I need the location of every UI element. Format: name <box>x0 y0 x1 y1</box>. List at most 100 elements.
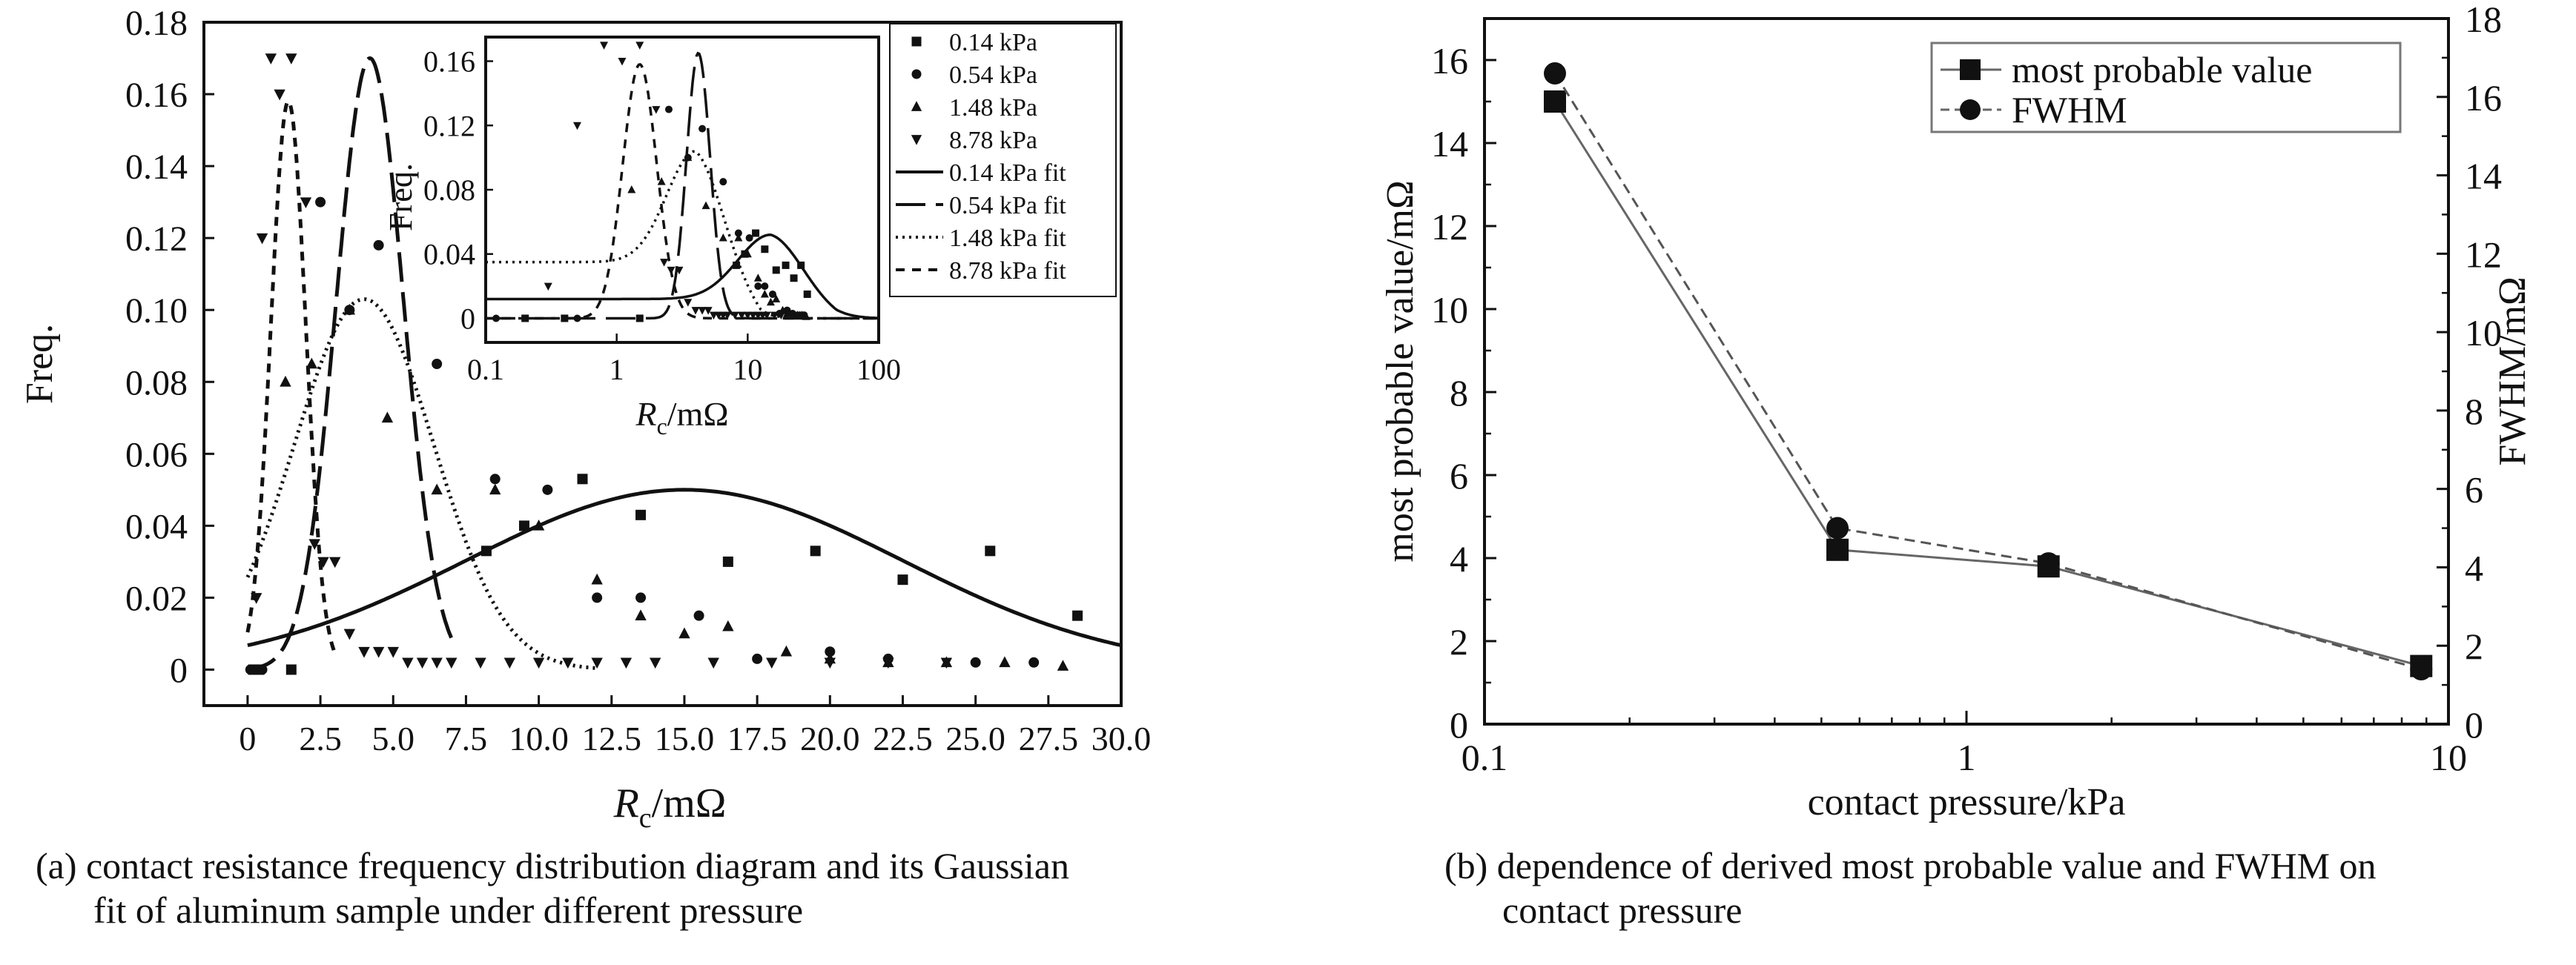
x-axis-label: Rc/mΩ <box>613 780 727 834</box>
legend-marker-0-14-kpa <box>911 36 922 47</box>
point-8-78-kpa <box>431 657 443 669</box>
point-0-54-kpa <box>752 653 763 664</box>
left-y-tick-label: 14 <box>1431 123 1468 165</box>
point-0-54-kpa <box>635 592 647 603</box>
point-0-14-kpa <box>897 574 908 586</box>
x-tick-label: 15.0 <box>655 720 715 757</box>
point-8-78-kpa <box>446 657 458 669</box>
point-8-78-kpa <box>824 657 836 669</box>
right-y-tick-label: 14 <box>2465 156 2502 197</box>
left-y-tick-label: 10 <box>1431 289 1468 331</box>
caption-a: (a) contact resistance frequency distrib… <box>36 843 1069 932</box>
point-0-14-kpa <box>810 545 821 557</box>
inset-point-0-54-kpa <box>664 105 673 113</box>
point-1-48-kpa <box>591 573 603 585</box>
inset-point-8-78-kpa <box>600 42 609 50</box>
point-fwhm <box>2037 552 2060 575</box>
point-8-78-kpa <box>300 197 312 209</box>
caption-a-line1: (a) contact resistance frequency distrib… <box>36 845 1069 886</box>
inset-point-0-54-kpa <box>734 229 742 237</box>
legend-box <box>889 23 1117 297</box>
inset-point-1-48-kpa <box>657 177 666 185</box>
inset-point-8-78-kpa <box>660 259 669 267</box>
point-most-probable-value <box>1543 90 1566 113</box>
point-8-78-kpa <box>620 657 633 669</box>
right-y-tick-label: 8 <box>2465 391 2483 432</box>
legend-label-1-48-kpa-fit: 1.48 kPa fit <box>949 225 1066 252</box>
point-0-54-kpa <box>489 474 501 485</box>
point-8-78-kpa <box>274 89 285 101</box>
left-y-tick-label: 16 <box>1431 40 1468 82</box>
inset-point-0-14-kpa <box>772 266 780 274</box>
left-y-tick-label: 8 <box>1450 372 1468 414</box>
y-tick-label: 0.06 <box>125 435 188 474</box>
x-tick-label: 10.0 <box>509 720 569 757</box>
point-8-78-kpa <box>503 657 516 669</box>
inset-point-8-78-kpa <box>691 307 700 315</box>
caption-b-line1: (b) dependence of derived most probable … <box>1444 845 2377 886</box>
inset-x-tick-label: 10 <box>733 353 762 386</box>
point-0-54-kpa <box>315 196 326 208</box>
legend-marker-0-54-kpa <box>911 69 922 79</box>
inset-point-1-48-kpa <box>743 249 752 258</box>
caption-b: (b) dependence of derived most probable … <box>1444 843 2377 932</box>
x-tick-label: 12.5 <box>582 720 642 757</box>
inset-fit-8-78 <box>486 63 879 320</box>
inset-point-1-48-kpa <box>802 312 810 320</box>
inset-point-8-78-kpa <box>730 311 739 320</box>
inset-point-8-78-kpa <box>776 311 785 320</box>
inset-y-tick-label: 0 <box>460 302 475 335</box>
point-fwhm <box>1826 517 1849 540</box>
panel-a-frame <box>202 21 1123 707</box>
series-line-fwhm <box>1553 73 2422 671</box>
point-8-78-kpa <box>265 53 277 64</box>
legend-label-most-probable-value: most probable value <box>2012 49 2312 90</box>
y-tick-label: 0.16 <box>125 76 188 115</box>
panel-a-legend: 0.14 kPa 0.54 kPa 1.48 kPa 8.78 kPa 0.14 kPa… <box>889 23 1117 297</box>
point-1-48-kpa <box>489 483 501 495</box>
right-y-tick-label: 2 <box>2465 626 2483 667</box>
x-tick-label: 0.1 <box>1462 737 1508 778</box>
point-8-78-kpa <box>387 646 399 658</box>
caption-a-line2: fit of aluminum sample under different p… <box>93 889 804 931</box>
point-1-48-kpa <box>635 609 647 620</box>
point-0-14-kpa <box>985 545 996 557</box>
point-8-78-kpa <box>372 646 385 658</box>
point-1-48-kpa <box>381 411 394 423</box>
caption-b-line2: contact pressure <box>1502 889 1743 931</box>
right-y-tick-label: 18 <box>2465 0 2502 40</box>
inset-x-tick-label: 100 <box>856 353 901 386</box>
inset-frame <box>484 36 880 344</box>
inset-point-8-78-kpa <box>704 307 713 315</box>
inset-point-1-48-kpa <box>627 185 636 193</box>
inset-point-0-14-kpa <box>635 314 644 322</box>
x-tick-label: 10 <box>2430 737 2467 778</box>
inset-point-0-54-kpa <box>719 178 727 186</box>
x-tick-label: 25.0 <box>945 720 1005 757</box>
point-8-78-kpa <box>940 657 953 669</box>
x-tick-label: 1 <box>1958 737 1976 778</box>
inset-point-0-14-kpa <box>741 250 749 258</box>
right-y-tick-label: 10 <box>2465 312 2502 354</box>
left-y-tick-label: 2 <box>1450 621 1468 663</box>
point-0-54-kpa <box>970 657 981 668</box>
inset-point-8-78-kpa <box>723 311 732 320</box>
inset-point-0-14-kpa <box>561 314 569 322</box>
inset-point-1-48-kpa <box>684 153 693 162</box>
fit-line-0-14-kpa-fit <box>247 488 1122 648</box>
point-1-48-kpa <box>280 375 291 387</box>
inset-y-axis-label: Freq. <box>383 163 419 231</box>
point-8-78-kpa <box>707 657 719 669</box>
x-axis-label: contact pressure/kPa <box>1808 781 2126 823</box>
point-1-48-kpa <box>678 627 690 639</box>
legend-label-0-54-kpa: 0.54 kPa <box>949 62 1037 89</box>
point-0-54-kpa <box>373 239 384 251</box>
x-tick-label: 27.5 <box>1019 720 1079 757</box>
left-y-axis-label: most probable value/mΩ <box>1379 180 1421 562</box>
x-tick-label: 20.0 <box>800 720 860 757</box>
point-1-48-kpa <box>722 620 734 631</box>
fit-line-8-78-kpa-fit <box>245 99 337 654</box>
point-8-78-kpa <box>256 233 268 245</box>
legend-label-0-14-kpa-fit: 0.14 kPa fit <box>949 159 1066 187</box>
